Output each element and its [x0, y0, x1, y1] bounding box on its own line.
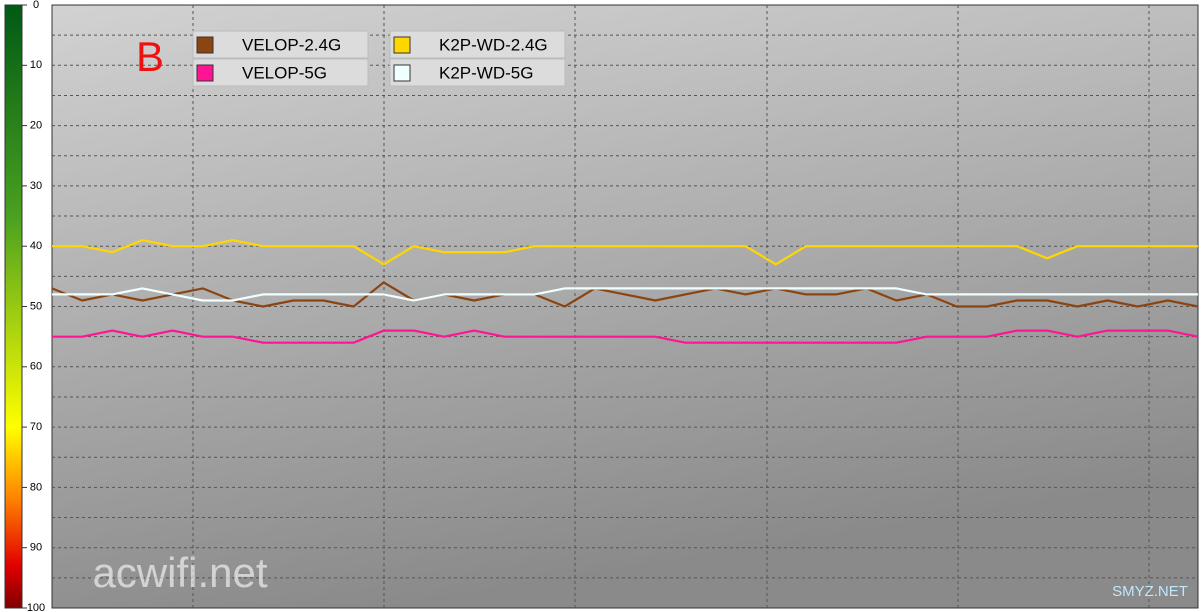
legend-swatch — [196, 64, 214, 82]
series-line — [52, 329, 1199, 344]
watermark: SMYZ.NET — [1112, 583, 1188, 600]
y-tick-label: 100 — [27, 602, 45, 612]
annotation: B — [136, 33, 164, 80]
y-tick-label: 50 — [30, 300, 42, 312]
y-tick-label: 0 — [33, 0, 39, 11]
legend-entry — [389, 58, 566, 87]
watermark: acwifi.net — [92, 549, 267, 596]
series-line — [52, 239, 1198, 266]
series-line — [51, 281, 1199, 308]
y-tick-label: 40 — [30, 240, 42, 252]
legend-entry — [192, 58, 369, 87]
legend-label: VELOP-2.4G — [242, 35, 341, 54]
y-tick-label: 20 — [30, 120, 42, 132]
legend-entry — [389, 30, 566, 59]
y-tick-label: 80 — [30, 481, 42, 493]
legend-swatch — [196, 36, 214, 54]
y-tick-label: 90 — [30, 542, 42, 554]
y-tick-label: 10 — [30, 59, 42, 71]
legend-label: K2P-WD-5G — [439, 63, 533, 82]
legend-label: VELOP-5G — [242, 63, 327, 82]
series-line — [52, 287, 1198, 302]
color-scale — [4, 4, 23, 609]
legend-label: K2P-WD-2.4G — [439, 35, 548, 54]
legend-swatch — [393, 36, 411, 54]
legend-entry — [192, 30, 369, 59]
y-tick-label: 60 — [30, 361, 42, 373]
y-tick-label: 70 — [30, 421, 42, 433]
legend-swatch — [393, 64, 411, 82]
y-tick-label: 30 — [30, 180, 42, 192]
